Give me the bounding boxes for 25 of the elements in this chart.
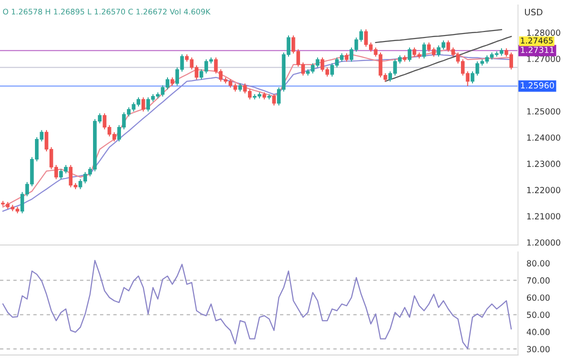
y-tick-label: 1.21000 bbox=[527, 213, 560, 220]
y-tick-label: 1.27000 bbox=[527, 56, 560, 62]
y-tick-label: 1.22000 bbox=[527, 186, 560, 194]
y-tick-label: 40.00 bbox=[526, 328, 550, 336]
y-tick-label: 1.25000 bbox=[527, 108, 560, 115]
y-tick-label: 60.00 bbox=[526, 294, 550, 301]
y-tick-label: 70.00 bbox=[527, 277, 550, 284]
ref-line-label: 1.27311 bbox=[520, 46, 554, 54]
line-series bbox=[2, 260, 512, 350]
text: USD bbox=[524, 8, 542, 16]
line-series bbox=[384, 36, 512, 82]
candlestick bbox=[272, 94, 276, 106]
y-tick-label: 1.20000 bbox=[527, 239, 560, 246]
candlestick bbox=[408, 47, 412, 62]
candlestick bbox=[422, 42, 426, 59]
y-tick-label: 1.24000 bbox=[527, 134, 560, 141]
y-tick-label: 30.00 bbox=[526, 346, 550, 352]
text: 1.27465 bbox=[520, 37, 553, 44]
y-tick-label: 50.00 bbox=[526, 312, 550, 318]
y-tick-label: 80.00 bbox=[526, 260, 550, 266]
candlestick bbox=[141, 96, 146, 112]
y-tick-label: 1.28000 bbox=[527, 30, 560, 36]
ref-line-label: 1.25960 bbox=[520, 82, 554, 88]
y-tick-label: 1.23000 bbox=[527, 160, 560, 167]
line-series bbox=[375, 29, 502, 44]
